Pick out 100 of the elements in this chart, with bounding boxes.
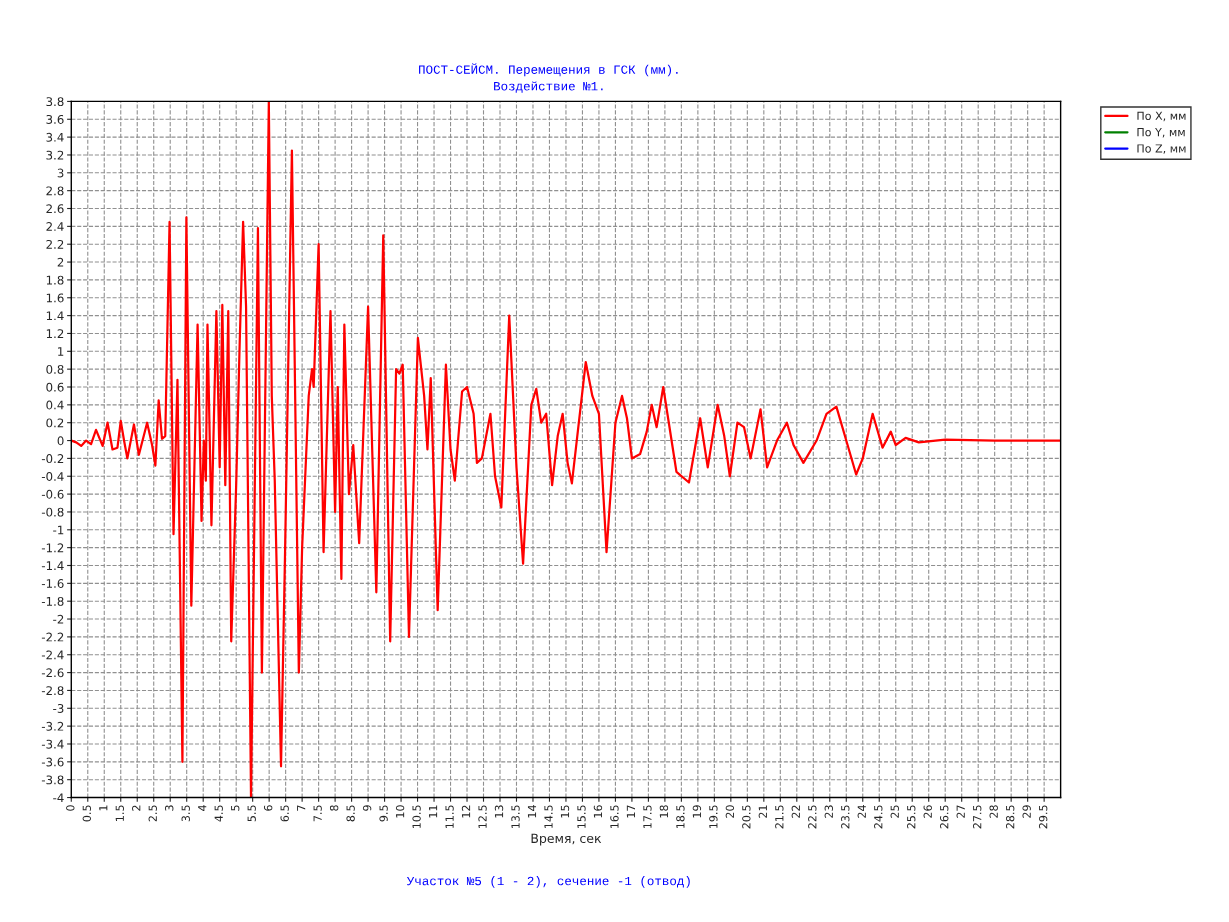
x-tick-label: 8 — [329, 805, 339, 811]
x-tick-label: 21.5 — [775, 805, 784, 829]
x-tick-label: 0 — [66, 805, 75, 811]
x-tick-label: 27.5 — [973, 805, 982, 829]
x-tick-label: 26.5 — [940, 805, 949, 829]
x-tick-label: 14 — [527, 805, 537, 818]
chart-title: ПОСТ-СЕЙСМ. Перемещения в ГСК (мм). — [419, 63, 678, 77]
x-tick-label: 11 — [429, 805, 438, 818]
x-tick-label: 15 — [560, 805, 570, 818]
y-tick-label: -1.4 — [41, 561, 64, 570]
y-tick-label: 3.8 — [46, 97, 64, 107]
x-tick-label: 29.5 — [1038, 805, 1048, 829]
x-tick-label: 23.5 — [841, 805, 850, 829]
x-tick-label: 18 — [659, 805, 669, 818]
x-tick-label: 1.5 — [115, 805, 124, 821]
y-tick-label: -1.2 — [41, 543, 64, 553]
x-tick-label: 25.5 — [907, 805, 916, 829]
y-tick-label: -0.4 — [41, 471, 64, 481]
y-tick-label: -0.2 — [41, 454, 64, 464]
x-tick-label: 6.5 — [280, 805, 289, 822]
line-series — [71, 101, 1061, 798]
x-tick-label: 2 — [132, 805, 141, 811]
x-tick-label: 13 — [494, 805, 504, 818]
x-tick-label: 16 — [593, 805, 603, 818]
y-tick-label: 3.2 — [46, 150, 64, 160]
x-tick-label: 28.5 — [1005, 805, 1015, 829]
x-tick-label: 26 — [923, 805, 932, 818]
y-tick-label: 0.8 — [46, 364, 64, 374]
legend-label: По X, мм — [1137, 111, 1186, 122]
x-tick-label: 2.5 — [148, 805, 157, 822]
y-tick-label: 0.6 — [46, 382, 64, 392]
y-tick-label: -2.6 — [41, 668, 64, 678]
y-tick-label: 2.6 — [46, 204, 64, 214]
y-tick-label: 2.8 — [46, 186, 64, 196]
y-tick-label: 1.6 — [46, 293, 64, 303]
x-tick-label: 20.5 — [742, 805, 751, 829]
x-axis-title: Время, сек — [531, 833, 602, 846]
y-tick-label: 1.2 — [46, 329, 64, 338]
x-tick-label: 1 — [99, 805, 108, 811]
x-tick-label: 12.5 — [478, 805, 487, 828]
text: Участок №5 (1 - 2), сечение -1 (отвод) — [406, 876, 690, 888]
y-tick-label: 3.4 — [46, 132, 64, 142]
x-tick-label: 4.5 — [214, 805, 223, 822]
x-tick-label: 24.5 — [874, 805, 883, 829]
y-tick-label: -0.8 — [41, 507, 64, 517]
x-tick-label: 27 — [956, 805, 965, 818]
y-tick-label: -2.4 — [41, 650, 64, 660]
x-tick-label: 21 — [758, 805, 767, 818]
x-tick-label: 19.5 — [709, 805, 718, 828]
y-tick-label: -1 — [53, 525, 64, 535]
x-tick-label: 3 — [165, 805, 174, 811]
x-tick-label: 6 — [263, 805, 273, 811]
x-tick-label: 28 — [989, 805, 998, 818]
y-tick-label: -2 — [53, 614, 64, 624]
y-tick-label: -1.6 — [41, 579, 64, 588]
x-tick-label: 9.5 — [379, 805, 388, 822]
x-tick-label: 19 — [692, 805, 702, 818]
x-tick-label: 5 — [231, 805, 240, 811]
y-tick-label: 2.4 — [46, 222, 64, 231]
y-tick-label: 3 — [57, 168, 64, 178]
y-tick-label: 2 — [57, 257, 64, 267]
x-tick-label: 15.5 — [577, 805, 586, 828]
x-tick-label: 29 — [1022, 805, 1031, 818]
x-tick-label: 10.5 — [412, 805, 421, 828]
x-tick-label: 11.5 — [445, 805, 454, 828]
y-tick-label: 0.2 — [46, 418, 64, 428]
y-tick-label: 2.2 — [46, 239, 64, 249]
x-tick-label: 23 — [824, 805, 833, 818]
x-tick-label: 24 — [857, 805, 866, 818]
y-tick-label: -3 — [53, 704, 64, 713]
x-tick-label: 5.5 — [247, 805, 256, 822]
x-tick-label: 12 — [461, 805, 471, 818]
y-tick-label: 0 — [57, 436, 64, 446]
y-tick-label: 3.6 — [46, 114, 64, 124]
x-tick-label: 3.5 — [181, 805, 190, 822]
y-tick-label: 1.8 — [46, 275, 64, 285]
y-tick-label: 0.4 — [46, 400, 64, 410]
legend-label: По Y, мм — [1137, 128, 1185, 138]
y-tick-label: -4 — [53, 793, 64, 803]
legend-label: По Z, мм — [1137, 144, 1186, 154]
y-tick-label: -3.6 — [41, 757, 64, 767]
x-tick-label: 14.5 — [544, 805, 553, 828]
y-tick-label: -3.4 — [41, 739, 64, 749]
x-tick-label: 8.5 — [346, 805, 355, 822]
x-tick-label: 0.5 — [82, 805, 91, 822]
x-tick-label: 7 — [297, 805, 306, 811]
x-tick-label: 4 — [198, 805, 207, 811]
x-tick-label: 20 — [725, 805, 735, 818]
x-tick-label: 10 — [395, 805, 405, 818]
x-tick-label: 22 — [791, 805, 800, 818]
y-tick-label: 1.4 — [46, 311, 64, 321]
y-tick-label: -0.6 — [41, 489, 64, 499]
x-tick-label: 16.5 — [610, 805, 619, 828]
y-tick-label: -3.8 — [41, 775, 64, 785]
x-tick-label: 7.5 — [313, 805, 322, 822]
x-tick-label: 9 — [362, 805, 372, 811]
y-tick-label: -1.8 — [41, 596, 64, 606]
chart-subtitle: Воздействие №1. — [494, 81, 603, 93]
x-tick-label: 17.5 — [643, 805, 652, 828]
y-tick-label: -2.2 — [41, 632, 64, 642]
